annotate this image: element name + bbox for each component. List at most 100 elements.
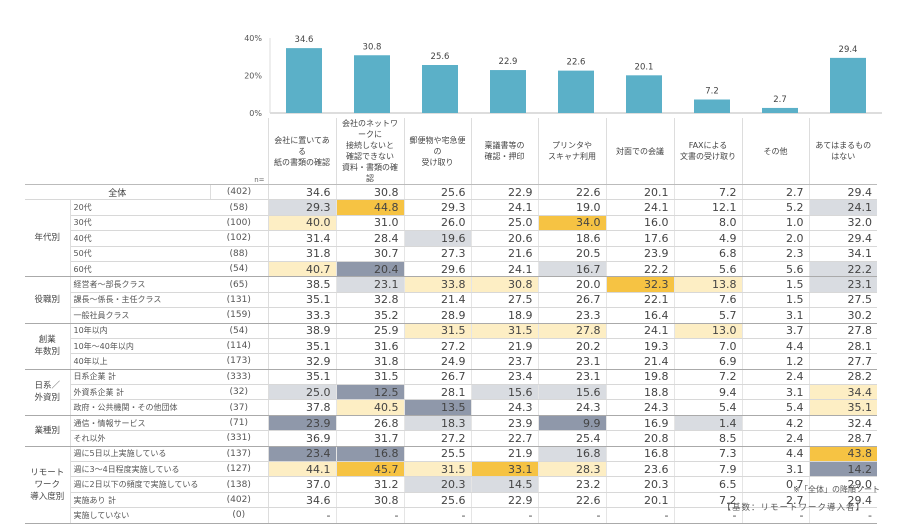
category-header: あてはまるもの はない [808, 118, 877, 185]
value-cell: 7.9 [673, 461, 742, 478]
y-tick-label: 40% [244, 34, 262, 43]
bar [762, 107, 798, 113]
value-cell: 8.5 [673, 430, 742, 447]
value-cell: 25.4 [537, 430, 606, 447]
table-row: 創業 年数別 10年以内 (54) 38.9 25.9 31.5 31.5 27.8 24.1 13… [25, 323, 877, 370]
value-cell: 24.1 [470, 261, 538, 278]
value-cell: 24.1 [605, 199, 674, 216]
value-cell: 43.8 [808, 446, 877, 463]
value-cell: 29.0 [808, 476, 877, 493]
n-value: (333) [210, 369, 269, 386]
value-cell: 32.4 [808, 415, 877, 432]
n-value: (331) [210, 430, 269, 447]
value-cell: 30.8 [470, 276, 538, 293]
value-cell: 22.2 [808, 261, 877, 278]
table-row: 役職別 経営者～部長クラス (65) 38.5 23.1 33.8 30.8 20.0 32.3… [25, 276, 877, 324]
table-row: 50代 (88) 31.8 30.7 27.3 21.6 20.5 23.9 6.8 2.3 34.… [25, 246, 877, 262]
n-value: (159) [210, 307, 269, 324]
row-label: 週に5日以上実施している [70, 446, 210, 463]
value-cell: 25.5 [403, 446, 471, 463]
value-cell: 31.2 [335, 476, 404, 493]
value-cell: 31.5 [403, 323, 471, 339]
value-cell: 24.1 [808, 199, 877, 216]
value-cell: 7.2 [673, 369, 742, 386]
bar-value-label: 25.6 [431, 52, 450, 62]
table-row: 日系／ 外資別 日系企業 計 (333) 35.1 31.5 26.7 23.4 23.1 19.… [25, 369, 877, 416]
n-value: (402) [210, 492, 269, 509]
n-value: (100) [210, 215, 269, 232]
value-cell: 25.6 [403, 492, 471, 509]
value-cell: 25.0 [267, 384, 336, 401]
bar [286, 48, 322, 113]
value-cell: 31.5 [403, 461, 471, 478]
n-value: (54) [210, 261, 269, 278]
value-cell: 24.1 [605, 323, 674, 339]
value-cell: 12.1 [673, 199, 742, 216]
value-cell: 5.6 [741, 261, 809, 278]
total-row: 全体 (402) 34.6 30.8 25.6 22.9 22.6 20.1 7.2 2.7 29.… [25, 184, 877, 201]
category-header: 稟議書等の 確認・押印 [470, 118, 538, 185]
value-cell: 24.3 [537, 399, 606, 416]
value-cell: 23.3 [537, 307, 606, 324]
value-cell: 12.5 [335, 384, 404, 401]
n-value: (402) [210, 184, 269, 201]
value-cell: 28.9 [403, 307, 471, 324]
value-cell: 24.3 [470, 399, 538, 416]
value-cell: 2.7 [741, 492, 809, 509]
value-cell: 22.6 [537, 184, 606, 201]
n-value: (137) [210, 446, 269, 463]
n-value: (65) [210, 276, 269, 293]
category-header: 会社に置いてある 紙の書類の確認 [267, 118, 336, 185]
n-value: (54) [210, 323, 269, 339]
value-cell: 28.3 [537, 461, 606, 478]
value-cell: 7.2 [673, 492, 742, 509]
value-cell: 34.1 [808, 246, 877, 262]
value-cell: 21.6 [470, 246, 538, 262]
value-cell: 5.4 [741, 399, 809, 416]
value-cell: 23.1 [537, 369, 606, 386]
value-cell: 1.5 [741, 292, 809, 309]
value-cell: 27.7 [808, 353, 877, 370]
value-cell: 31.6 [335, 338, 404, 355]
bar [626, 75, 662, 113]
value-cell: 1.4 [673, 415, 742, 432]
category-header: 会社のネットワークに 接続しないと 確認できない 資料・書類の確認 [335, 118, 404, 185]
row-label: 週に2日以下の頻度で実施している [70, 476, 210, 493]
value-cell: 20.8 [605, 430, 674, 447]
table-row: 実施していない (0) - - - - - - - - - [25, 507, 877, 524]
row-label: 通信・情報サービス [70, 415, 210, 432]
n-value: (37) [210, 399, 269, 416]
value-cell: 33.8 [403, 276, 471, 293]
bar [490, 70, 526, 113]
value-cell: 16.8 [335, 446, 404, 463]
value-cell: 24.1 [470, 199, 538, 216]
value-cell: 31.4 [267, 230, 336, 247]
group-label: リモートワーク 導入度別 [25, 446, 71, 524]
bar [422, 65, 458, 113]
value-cell: 8.0 [673, 215, 742, 232]
value-cell: 16.0 [605, 215, 674, 232]
value-cell: 21.4 [403, 292, 471, 309]
row-label: 10年～40年以内 [70, 338, 210, 355]
value-cell: 18.3 [403, 415, 471, 432]
value-cell: 15.6 [537, 384, 606, 401]
value-cell: 34.6 [267, 492, 336, 509]
value-cell: 28.1 [403, 384, 471, 401]
value-cell: 5.6 [673, 261, 742, 278]
value-cell: 20.3 [605, 476, 674, 493]
row-label: 日系企業 計 [70, 369, 210, 386]
bar-value-label: 22.9 [499, 57, 518, 67]
value-cell: 23.9 [470, 415, 538, 432]
table-row: 40年以上 (173) 32.9 31.8 24.9 23.7 23.1 21.4 6.9 1.2… [25, 353, 877, 370]
header-row: n= 会社に置いてある 紙の書類の確認 会社のネットワークに 接続しないと 確認できない資… [25, 118, 877, 185]
bar-value-label: 20.1 [635, 62, 654, 72]
n-value: (32) [210, 384, 269, 401]
value-cell: 26.7 [403, 369, 471, 386]
value-cell: 27.5 [470, 292, 538, 309]
row-label: 一般社員クラス [70, 307, 210, 324]
value-cell: 20.6 [470, 230, 538, 247]
value-cell: 26.8 [335, 415, 404, 432]
value-cell: 20.3 [403, 476, 471, 493]
value-cell: 18.6 [537, 230, 606, 247]
category-header: プリンタや スキャナ利用 [537, 118, 606, 185]
